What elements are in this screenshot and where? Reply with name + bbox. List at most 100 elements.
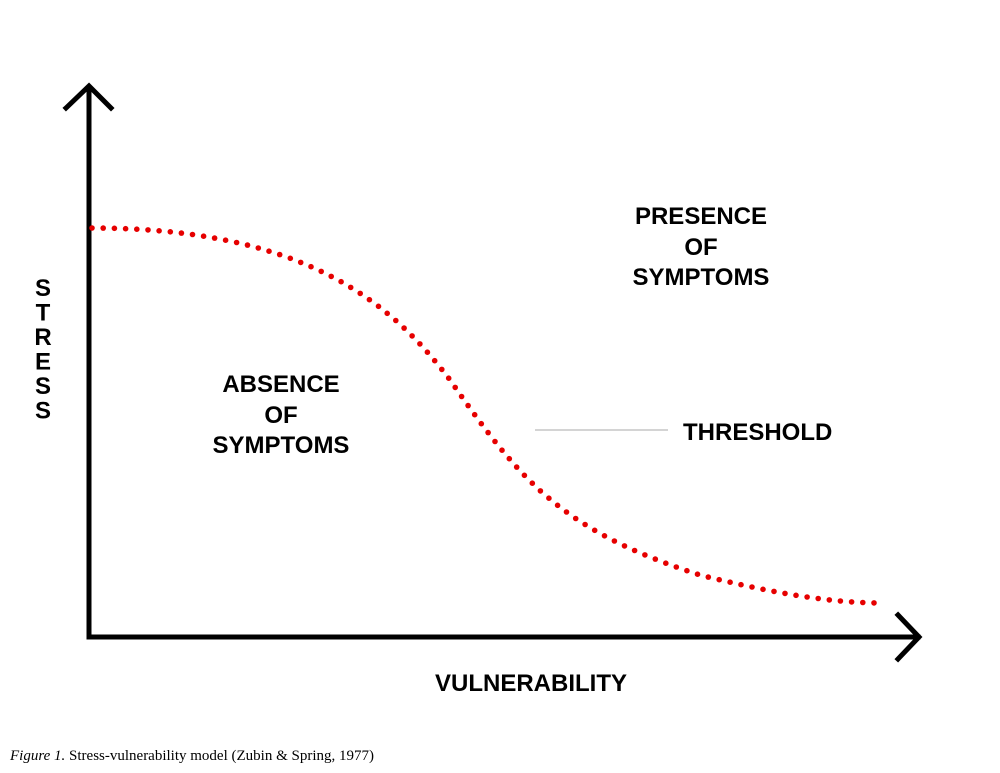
threshold-curve-dot <box>760 586 766 593</box>
threshold-curve-dot <box>793 592 799 599</box>
threshold-curve-dot <box>439 366 445 373</box>
threshold-curve-dot <box>513 464 520 470</box>
threshold-curve-dot <box>782 590 788 597</box>
threshold-curve-dot <box>716 576 722 583</box>
y-axis-label-letter: S <box>35 373 51 400</box>
threshold-curve-dot <box>122 225 129 232</box>
y-axis-label-letter: S <box>35 398 51 425</box>
axes <box>62 82 923 663</box>
y-axis-label-letter: S <box>35 275 51 302</box>
threshold-curve-dot <box>705 574 712 580</box>
threshold-curve-dot <box>458 393 465 400</box>
threshold-curve-dot <box>727 579 733 585</box>
threshold-curve-dot <box>478 420 485 427</box>
threshold-curve-dot <box>860 599 866 606</box>
threshold-curve-dot <box>582 521 588 528</box>
threshold-curve-dot <box>445 375 452 382</box>
threshold-curve-dot <box>366 296 373 303</box>
presence-label-line-2: OF <box>684 234 717 261</box>
threshold-curve-dot <box>338 278 344 285</box>
threshold-curve-dot <box>826 597 833 603</box>
presence-label-line-3: SYMPTOMS <box>633 264 770 291</box>
threshold-curve-dot <box>276 251 283 258</box>
threshold-curve-dot <box>409 333 415 339</box>
threshold-curve-dot <box>233 239 240 246</box>
threshold-curve-dot <box>347 284 354 291</box>
figure-caption-text: Stress-vulnerability model (Zubin & Spri… <box>65 748 374 764</box>
x-axis-arrowhead <box>894 611 923 663</box>
absence-label-line-3: SYMPTOMS <box>213 432 350 459</box>
threshold-curve-dot <box>621 543 628 549</box>
y-axis-arrowhead <box>62 82 115 112</box>
threshold-curve-dot <box>189 231 196 238</box>
threshold-curve-dot <box>694 571 701 577</box>
threshold-curve-dot <box>266 248 272 254</box>
threshold-curve-dot <box>424 349 431 356</box>
threshold-curve-dot <box>222 237 229 243</box>
threshold-curve-dot <box>393 317 399 324</box>
threshold-curve-dot <box>328 273 335 280</box>
figure-caption: Figure 1. Stress-vulnerability model (Zu… <box>9 748 374 764</box>
threshold-curve-dot <box>255 245 262 251</box>
threshold-curve-dot <box>375 303 382 310</box>
threshold-curve-dot <box>804 594 810 600</box>
threshold-curve-dot <box>471 411 478 418</box>
threshold-curve-dot <box>611 538 618 544</box>
threshold-curve-dot <box>848 599 855 605</box>
threshold-curve-dot <box>485 429 491 436</box>
threshold-curve-dot <box>211 235 218 241</box>
threshold-curve-dot <box>673 564 680 570</box>
threshold-curve-dot <box>134 226 140 232</box>
threshold-curve-dot <box>417 341 423 347</box>
threshold-label: THRESHOLD <box>683 419 832 446</box>
threshold-curve-dot <box>837 598 844 604</box>
threshold-curve-dot <box>431 357 438 364</box>
threshold-curve-dot <box>156 228 162 234</box>
threshold-curve-dot <box>167 229 174 235</box>
threshold-curve-dot <box>591 527 598 534</box>
absence-label-line-1: ABSENCE <box>222 371 339 398</box>
threshold-curve-dot <box>815 595 821 602</box>
threshold-curve-dot <box>749 584 755 590</box>
absence-label-line-2: OF <box>264 402 297 429</box>
threshold-curve-dot <box>572 515 579 522</box>
threshold-curve <box>89 225 877 606</box>
threshold-curve-dot <box>178 230 185 236</box>
threshold-curve-dot <box>384 310 391 317</box>
threshold-curve-dot <box>546 495 552 502</box>
x-axis-label: VULNERABILITY <box>435 670 627 697</box>
y-axis-label-letter: T <box>36 300 51 327</box>
threshold-curve-dot <box>684 567 690 574</box>
threshold-curve-dot <box>738 581 744 588</box>
threshold-curve-dot <box>652 556 659 562</box>
threshold-curve-dot <box>771 588 777 595</box>
threshold-curve-dot <box>663 560 669 566</box>
threshold-curve-dot <box>297 259 304 266</box>
threshold-curve-dot <box>357 290 364 297</box>
threshold-curve-dot <box>89 225 95 231</box>
threshold-curve-dot <box>100 225 106 231</box>
threshold-curve-dot <box>401 325 407 331</box>
threshold-curve-dot <box>200 233 207 239</box>
threshold-curve-dot <box>554 502 561 509</box>
threshold-curve-dot <box>601 533 608 539</box>
threshold-curve-dot <box>318 268 325 275</box>
presence-label-line-1: PRESENCE <box>635 203 767 230</box>
threshold-curve-dot <box>287 255 294 262</box>
threshold-curve-dot <box>308 263 314 270</box>
threshold-curve-dot <box>529 480 536 487</box>
threshold-curve-dot <box>145 227 151 233</box>
threshold-curve-dot <box>499 447 505 454</box>
threshold-curve-dot <box>506 455 513 462</box>
threshold-curve-dot <box>521 472 528 479</box>
y-axis-label-letter: E <box>35 349 51 376</box>
threshold-curve-dot <box>452 384 459 391</box>
figure-caption-ref: Figure 1. <box>9 748 65 764</box>
threshold-curve-dot <box>465 402 471 409</box>
threshold-curve-dot <box>871 600 877 606</box>
threshold-curve-dot <box>111 225 118 232</box>
threshold-curve-dot <box>563 509 570 515</box>
threshold-curve-dot <box>642 552 648 558</box>
